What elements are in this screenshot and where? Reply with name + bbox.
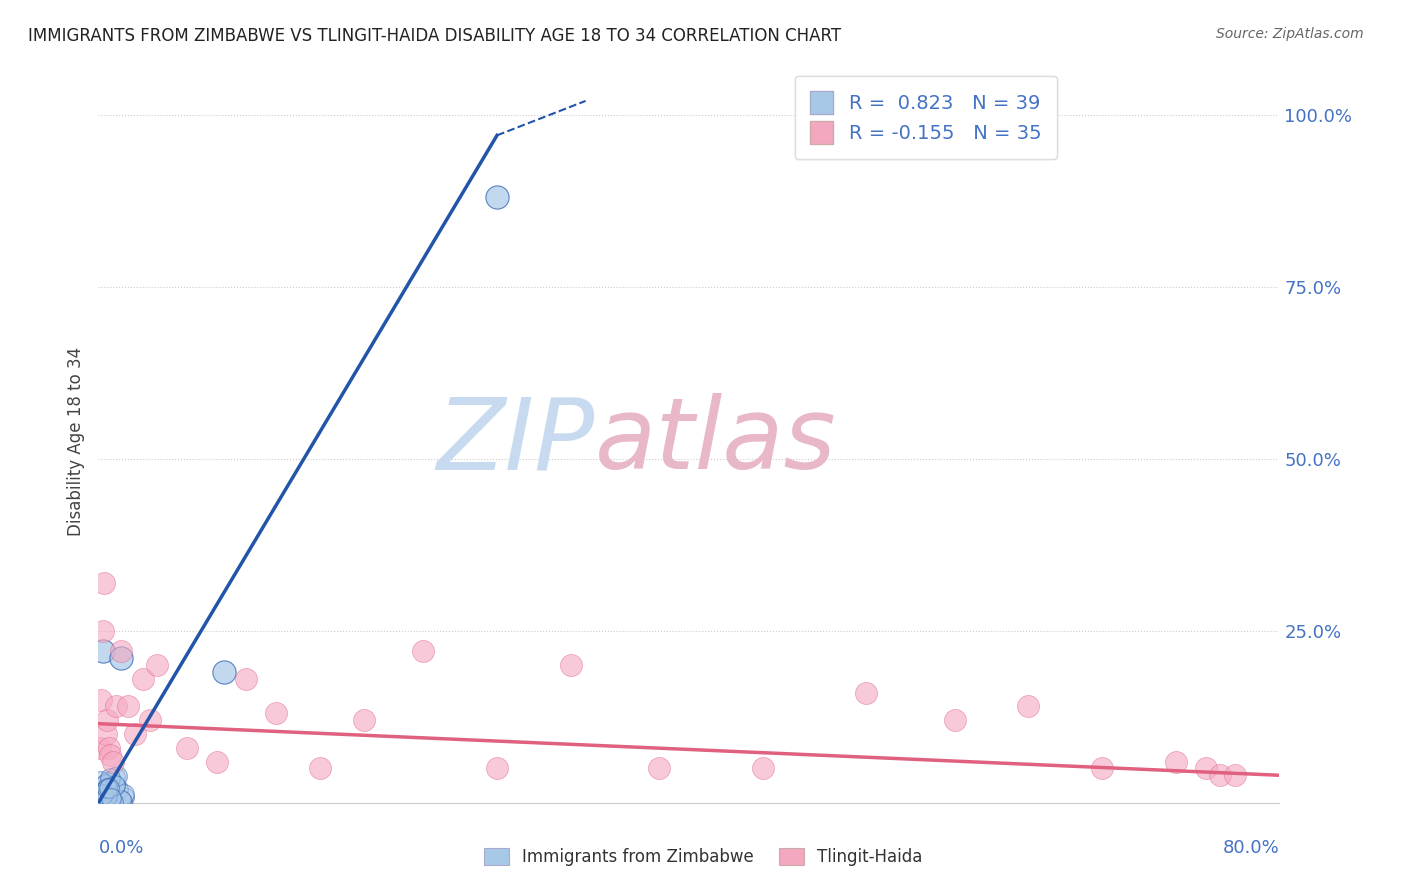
Point: [110, 794, 132, 808]
Point: [107, 781, 129, 796]
Point: [1018, 699, 1040, 714]
Y-axis label: Disability Age 18 to 34: Disability Age 18 to 34: [66, 347, 84, 536]
Point: [104, 770, 127, 784]
Point: [1209, 768, 1232, 782]
Point: [96, 782, 118, 797]
Point: [132, 672, 155, 686]
Point: [486, 190, 509, 204]
Text: 0.0%: 0.0%: [98, 838, 143, 857]
Point: [1195, 761, 1218, 775]
Text: Source: ZipAtlas.com: Source: ZipAtlas.com: [1216, 27, 1364, 41]
Point: [93, 575, 115, 590]
Point: [560, 658, 582, 673]
Point: [94, 727, 117, 741]
Point: [110, 793, 132, 807]
Point: [91, 787, 114, 801]
Point: [90, 692, 112, 706]
Point: [103, 755, 125, 769]
Point: [96, 713, 118, 727]
Text: 80.0%: 80.0%: [1223, 838, 1279, 857]
Point: [1166, 755, 1188, 769]
Point: [96, 781, 118, 796]
Point: [212, 665, 235, 679]
Point: [943, 713, 966, 727]
Legend: R =  0.823   N = 39, R = -0.155   N = 35: R = 0.823 N = 39, R = -0.155 N = 35: [794, 76, 1057, 160]
Point: [104, 780, 127, 794]
Point: [412, 644, 434, 658]
Point: [91, 624, 114, 638]
Point: [264, 706, 287, 721]
Point: [97, 774, 120, 789]
Point: [107, 769, 129, 783]
Point: [486, 761, 509, 775]
Point: [91, 795, 114, 809]
Legend: Immigrants from Zimbabwe, Tlingit-Haida: Immigrants from Zimbabwe, Tlingit-Haida: [475, 840, 931, 875]
Point: [89, 740, 111, 755]
Point: [1091, 761, 1114, 775]
Text: IMMIGRANTS FROM ZIMBABWE VS TLINGIT-HAIDA DISABILITY AGE 18 TO 34 CORRELATION CH: IMMIGRANTS FROM ZIMBABWE VS TLINGIT-HAID…: [28, 27, 841, 45]
Point: [112, 788, 135, 802]
Point: [1225, 768, 1247, 782]
Point: [648, 761, 671, 775]
Point: [90, 791, 112, 805]
Point: [752, 761, 775, 775]
Point: [139, 713, 162, 727]
Point: [93, 783, 115, 797]
Point: [97, 740, 120, 755]
Point: [98, 747, 121, 762]
Point: [110, 644, 132, 658]
Point: [124, 727, 146, 741]
Point: [89, 773, 111, 788]
Point: [176, 740, 198, 755]
Point: [205, 755, 228, 769]
Point: [146, 658, 169, 673]
Point: [93, 777, 115, 791]
Point: [98, 771, 121, 785]
Text: atlas: atlas: [595, 393, 837, 490]
Point: [105, 699, 128, 714]
Point: [353, 713, 375, 727]
Point: [100, 790, 122, 805]
Point: [855, 686, 877, 700]
Point: [93, 792, 115, 806]
Point: [110, 651, 132, 665]
Point: [235, 672, 257, 686]
Point: [97, 780, 120, 795]
Point: [91, 779, 114, 793]
Point: [117, 699, 139, 714]
Point: [96, 789, 118, 803]
Point: [112, 790, 135, 805]
Point: [104, 778, 127, 792]
Text: ZIP: ZIP: [436, 393, 595, 490]
Point: [309, 761, 332, 775]
Point: [91, 644, 114, 658]
Point: [101, 795, 124, 809]
